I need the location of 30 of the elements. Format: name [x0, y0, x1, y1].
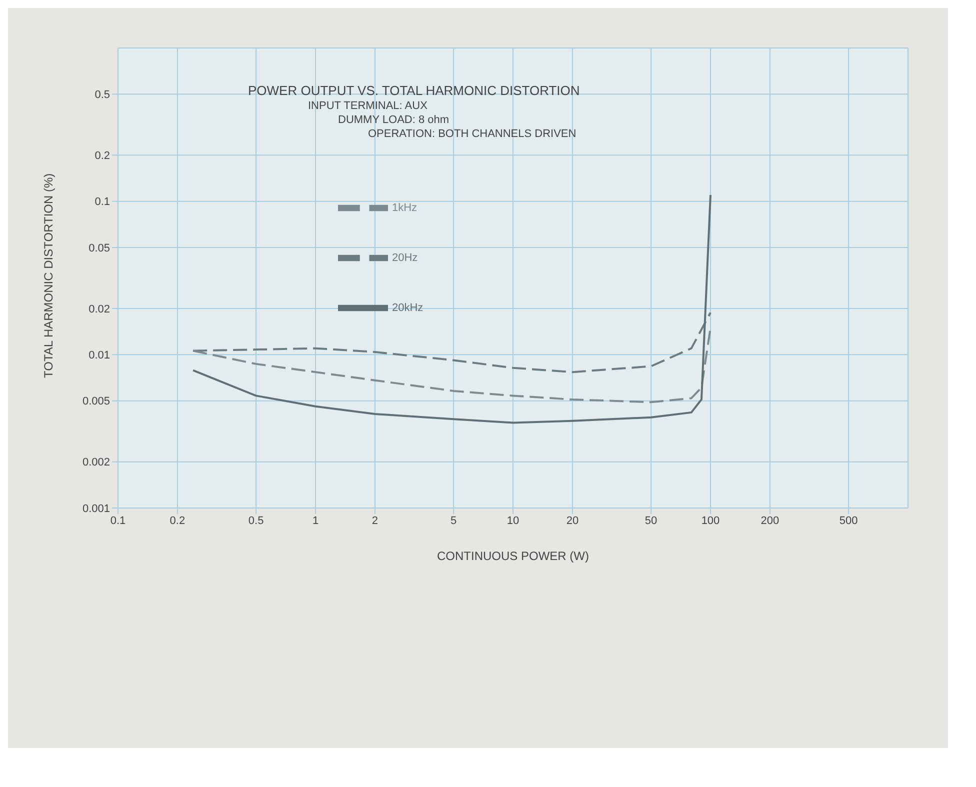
y-tick-label: 0.002	[82, 456, 110, 469]
annotation: INPUT TERMINAL: AUX	[308, 100, 428, 112]
x-tick-label: 50	[644, 514, 658, 527]
y-tick-label: 0.005	[82, 396, 110, 408]
text: POWER OUTPUT VS. TOTAL HARMONIC DISTORTION	[248, 83, 580, 98]
x-tick-label: 0.5	[248, 514, 264, 527]
y-axis-title: TOTAL HARMONIC DISTORTION (%)	[41, 173, 56, 378]
x-tick-label: 100	[701, 514, 720, 527]
y-tick-label: 0.02	[88, 303, 110, 316]
y-tick-label: 0.5	[94, 89, 110, 102]
y-tick-label: 0.001	[82, 502, 110, 515]
y-tick-label: 0.05	[88, 242, 110, 254]
y-tick-label: 0.01	[88, 350, 110, 362]
x-tick-label: 1	[312, 514, 319, 527]
x-tick-label: 10	[506, 514, 520, 527]
legend-label: 20kHz	[392, 302, 424, 314]
y-tick-label: 0.1	[94, 196, 110, 208]
annotation: OPERATION: BOTH CHANNELS DRIVEN	[368, 128, 578, 140]
legend-label: 1kHz	[392, 202, 418, 214]
x-tick-label: 0.1	[110, 514, 126, 527]
x-tick-label: 0.2	[170, 514, 186, 527]
x-tick-label: 2	[372, 514, 378, 527]
y-tick-label: 0.2	[94, 150, 110, 162]
annotation: DUMMY LOAD: 8 ohm	[338, 114, 450, 126]
legend-label: 20Hz	[392, 252, 418, 264]
x-tick-label: 200	[760, 514, 780, 527]
x-tick-label: 20	[566, 514, 579, 527]
x-axis-title: CONTINUOUS POWER (W)	[437, 549, 589, 563]
x-tick-label: 5	[450, 514, 457, 527]
x-tick-label: 500	[839, 514, 858, 527]
